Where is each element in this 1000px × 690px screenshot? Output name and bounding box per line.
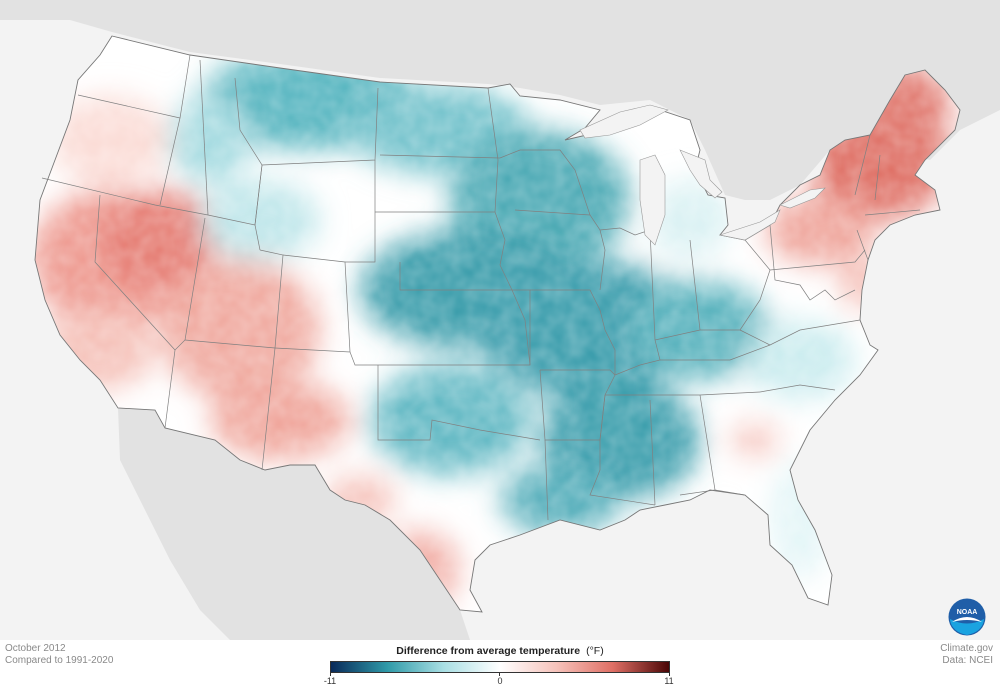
period-info: October 2012 Compared to 1991-2020 xyxy=(5,643,113,667)
mexico-landmass xyxy=(118,408,470,640)
baseline-label: Compared to 1991-2020 xyxy=(5,655,114,666)
legend-mid-label: 0 xyxy=(497,676,503,686)
tick-min xyxy=(330,673,331,676)
legend-title: Difference from average temperature (°F) xyxy=(300,645,700,657)
source-info: Climate.gov Data: NCEI xyxy=(940,643,993,667)
legend-unit: (°F) xyxy=(586,645,604,657)
canada-landmass xyxy=(0,0,1000,200)
legend-title-text: Difference from average temperature xyxy=(396,645,581,657)
legend-min-label: -11 xyxy=(323,676,337,686)
noaa-logo-text: NOAA xyxy=(957,609,978,616)
temperature-anomaly-map xyxy=(0,0,1000,640)
map-canvas xyxy=(0,0,1000,640)
tick-max xyxy=(669,673,670,676)
great-lakes xyxy=(579,104,826,246)
color-scale-bar xyxy=(330,661,670,673)
tick-mid xyxy=(499,673,500,676)
data-source: Data: NCEI xyxy=(942,655,993,666)
noaa-logo-icon: NOAA xyxy=(948,598,986,636)
period-label: October 2012 xyxy=(5,643,66,654)
source-site: Climate.gov xyxy=(940,643,993,654)
legend-footer: October 2012 Compared to 1991-2020 Diffe… xyxy=(0,640,1000,690)
legend-max-label: 11 xyxy=(664,676,674,686)
